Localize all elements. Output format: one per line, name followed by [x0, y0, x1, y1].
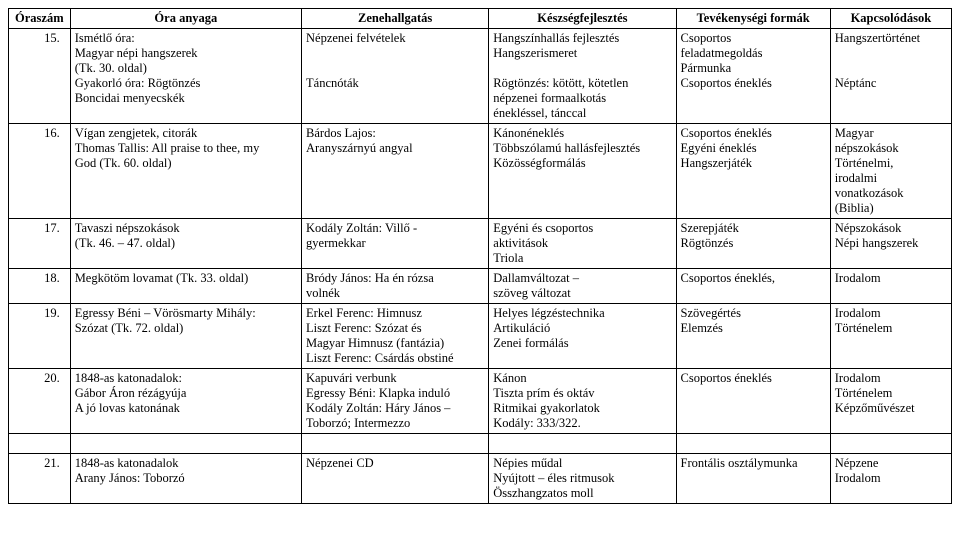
- header-zenehallgatas: Zenehallgatás: [302, 9, 489, 29]
- cell-kapcsolodasok: HangszertörténetNéptánc: [830, 29, 951, 124]
- blank-cell: [9, 434, 71, 454]
- cell-ora-anyaga: Megkötöm lovamat (Tk. 33. oldal): [70, 269, 301, 304]
- cell-kapcsolodasok: Irodalom: [830, 269, 951, 304]
- cell-ora-anyaga: Vígan zengjetek, citorákThomas Tallis: A…: [70, 124, 301, 219]
- cell-keszsegfejlesztes: Egyéni és csoportosaktivitásokTriola: [489, 219, 676, 269]
- header-ora-anyaga: Óra anyaga: [70, 9, 301, 29]
- blank-cell: [70, 434, 301, 454]
- table-row: 17.Tavaszi népszokások(Tk. 46. – 47. old…: [9, 219, 952, 269]
- cell-tevekenysegi-formak: SzövegértésElemzés: [676, 304, 830, 369]
- cell-oraszam: 21.: [9, 454, 71, 504]
- cell-oraszam: 15.: [9, 29, 71, 124]
- cell-tevekenysegi-formak: Csoportos éneklésEgyéni éneklésHangszerj…: [676, 124, 830, 219]
- blank-cell: [489, 434, 676, 454]
- blank-cell: [830, 434, 951, 454]
- cell-ora-anyaga: 1848-as katonadalok:Gábor Áron rézágyúja…: [70, 369, 301, 434]
- cell-oraszam: 16.: [9, 124, 71, 219]
- cell-oraszam: 18.: [9, 269, 71, 304]
- header-kapcsolodasok: Kapcsolódások: [830, 9, 951, 29]
- cell-ora-anyaga: 1848-as katonadalokArany János: Toborzó: [70, 454, 301, 504]
- table-row: 18.Megkötöm lovamat (Tk. 33. oldal)Bródy…: [9, 269, 952, 304]
- table-header-row: Óraszám Óra anyaga Zenehallgatás Készség…: [9, 9, 952, 29]
- table-row: 16.Vígan zengjetek, citorákThomas Tallis…: [9, 124, 952, 219]
- cell-kapcsolodasok: NépszokásokNépi hangszerek: [830, 219, 951, 269]
- cell-zenehallgatas: Kodály Zoltán: Villő -gyermekkar: [302, 219, 489, 269]
- cell-ora-anyaga: Egressy Béni – Vörösmarty Mihály:Szózat …: [70, 304, 301, 369]
- cell-tevekenysegi-formak: Frontális osztálymunka: [676, 454, 830, 504]
- header-keszsegfejlesztes: Készségfejlesztés: [489, 9, 676, 29]
- lesson-plan-table: Óraszám Óra anyaga Zenehallgatás Készség…: [8, 8, 952, 504]
- header-tevekenysegi-formak: Tevékenységi formák: [676, 9, 830, 29]
- cell-keszsegfejlesztes: Népies műdalNyújtott – éles ritmusokÖssz…: [489, 454, 676, 504]
- cell-oraszam: 20.: [9, 369, 71, 434]
- cell-kapcsolodasok: IrodalomTörténelem: [830, 304, 951, 369]
- cell-tevekenysegi-formak: SzerepjátékRögtönzés: [676, 219, 830, 269]
- cell-zenehallgatas: Népzenei CD: [302, 454, 489, 504]
- blank-cell: [302, 434, 489, 454]
- cell-tevekenysegi-formak: Csoportos éneklés: [676, 369, 830, 434]
- table-row: 21.1848-as katonadalokArany János: Tobor…: [9, 454, 952, 504]
- cell-kapcsolodasok: NépzeneIrodalom: [830, 454, 951, 504]
- cell-keszsegfejlesztes: Helyes légzéstechnikaArtikulációZenei fo…: [489, 304, 676, 369]
- cell-keszsegfejlesztes: Dallamváltozat –szöveg változat: [489, 269, 676, 304]
- table-row: 15.Ismétlő óra:Magyar népi hangszerek(Tk…: [9, 29, 952, 124]
- cell-zenehallgatas: Bródy János: Ha én rózsavolnék: [302, 269, 489, 304]
- cell-keszsegfejlesztes: KánonéneklésTöbbszólamú hallásfejlesztés…: [489, 124, 676, 219]
- cell-tevekenysegi-formak: Csoportos éneklés,: [676, 269, 830, 304]
- blank-cell: [676, 434, 830, 454]
- cell-zenehallgatas: Bárdos Lajos:Aranyszárnyú angyal: [302, 124, 489, 219]
- cell-keszsegfejlesztes: Hangszínhallás fejlesztésHangszerismeret…: [489, 29, 676, 124]
- cell-zenehallgatas: Népzenei felvételekTáncnóták: [302, 29, 489, 124]
- cell-ora-anyaga: Ismétlő óra:Magyar népi hangszerek(Tk. 3…: [70, 29, 301, 124]
- table-row: 19.Egressy Béni – Vörösmarty Mihály:Szóz…: [9, 304, 952, 369]
- cell-zenehallgatas: Kapuvári verbunkEgressy Béni: Klapka ind…: [302, 369, 489, 434]
- table-body: 15.Ismétlő óra:Magyar népi hangszerek(Tk…: [9, 29, 952, 504]
- cell-oraszam: 19.: [9, 304, 71, 369]
- cell-tevekenysegi-formak: CsoportosfeladatmegoldásPármunkaCsoporto…: [676, 29, 830, 124]
- table-blank-row: [9, 434, 952, 454]
- cell-zenehallgatas: Erkel Ferenc: HimnuszLiszt Ferenc: Szóza…: [302, 304, 489, 369]
- cell-ora-anyaga: Tavaszi népszokások(Tk. 46. – 47. oldal): [70, 219, 301, 269]
- cell-oraszam: 17.: [9, 219, 71, 269]
- header-oraszam: Óraszám: [9, 9, 71, 29]
- table-row: 20.1848-as katonadalok:Gábor Áron rézágy…: [9, 369, 952, 434]
- cell-kapcsolodasok: IrodalomTörténelemKépzőművészet: [830, 369, 951, 434]
- cell-kapcsolodasok: MagyarnépszokásokTörténelmi,irodalmivona…: [830, 124, 951, 219]
- cell-keszsegfejlesztes: KánonTiszta prím és oktávRitmikai gyakor…: [489, 369, 676, 434]
